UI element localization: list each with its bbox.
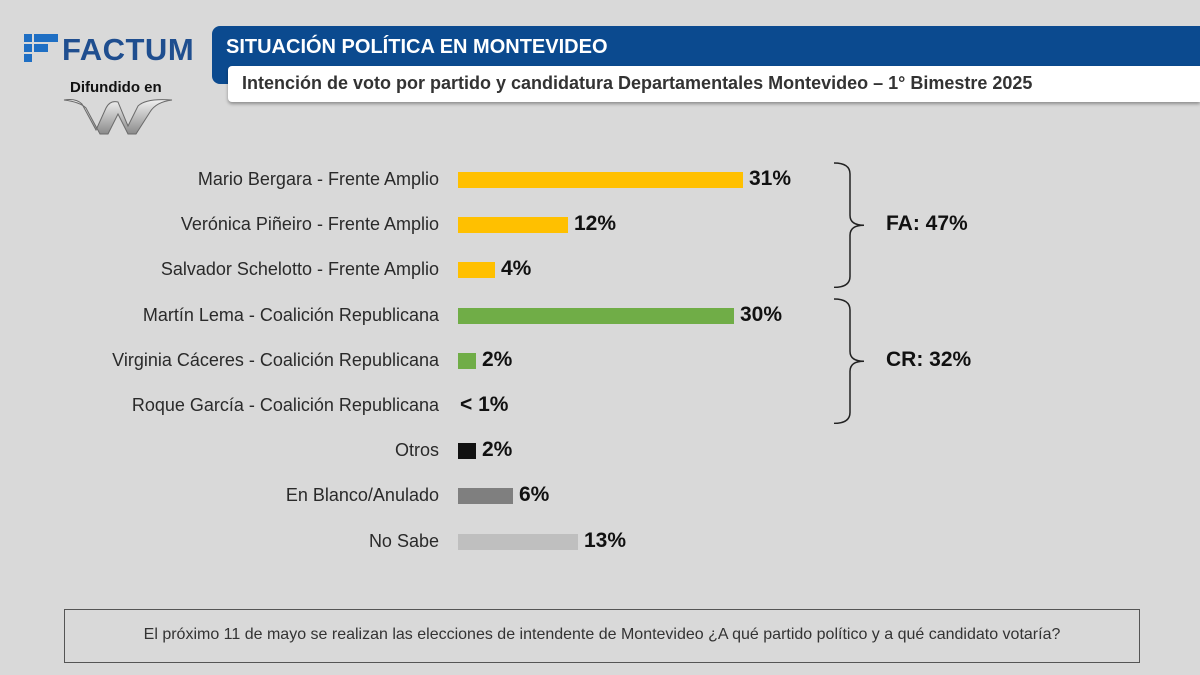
- channel-logo-icon: [63, 99, 173, 135]
- group-brace: [833, 297, 865, 424]
- page-title: SITUACIÓN POLÍTICA EN MONTEVIDEO: [226, 36, 608, 58]
- category-label: Verónica Piñeiro - Frente Amplio: [180, 214, 439, 235]
- factum-mark-icon: [24, 34, 58, 62]
- chart-row: Salvador Schelotto - Frente Amplio 4%: [0, 255, 1200, 285]
- brand-name: FACTUM: [62, 32, 195, 67]
- chart-row: Martín Lema - Coalición Republicana 30%: [0, 301, 1200, 331]
- brace-path: [833, 297, 865, 424]
- chart-row: Mario Bergara - Frente Amplio 31%: [0, 165, 1200, 195]
- category-label: Virginia Cáceres - Coalición Republicana: [112, 349, 439, 370]
- bar: [458, 262, 495, 279]
- factum-logo: FACTUM Difundido en: [22, 30, 202, 140]
- group-total-label: FA: 47%: [886, 212, 968, 236]
- bar: [458, 488, 513, 505]
- value-label: 31%: [749, 167, 792, 190]
- group-brace: [833, 162, 865, 289]
- category-label: Roque García - Coalición Republicana: [131, 395, 439, 415]
- chart-row: Virginia Cáceres - Coalición Republicana…: [0, 346, 1200, 376]
- subtitle-bar: Intención de voto por partido y candidat…: [228, 66, 1200, 102]
- category-label: Martín Lema - Coalición Republicana: [142, 304, 439, 325]
- value-label: 2%: [482, 347, 513, 371]
- chart-row: Verónica Piñeiro - Frente Amplio 12%: [0, 210, 1200, 240]
- spread-label: Difundido en: [70, 79, 162, 96]
- value-label: < 1%: [460, 393, 509, 416]
- category-label: Otros: [394, 440, 439, 461]
- value-label: 6%: [519, 483, 550, 507]
- category-label: Mario Bergara - Frente Amplio: [197, 169, 439, 189]
- bar: [458, 533, 578, 550]
- value-label: 30%: [740, 302, 783, 326]
- category-label: Salvador Schelotto - Frente Amplio: [160, 259, 439, 280]
- bar: [458, 352, 476, 369]
- value-label: 13%: [584, 528, 627, 552]
- value-label: 4%: [501, 257, 532, 281]
- bar: [458, 443, 476, 460]
- category-label: En Blanco/Anulado: [285, 485, 439, 506]
- value-label: 2%: [482, 438, 513, 462]
- value-label: 12%: [574, 212, 617, 236]
- chart-row: En Blanco/Anulado 6%: [0, 481, 1200, 511]
- bar: [458, 307, 734, 324]
- category-label: No Sabe: [368, 530, 439, 551]
- bar: [458, 172, 743, 188]
- survey-question: El próximo 11 de mayo se realizan las el…: [143, 626, 1061, 643]
- chart-row: Otros 2%: [0, 436, 1200, 466]
- page-subtitle: Intención de voto por partido y candidat…: [242, 73, 1033, 93]
- chart-row: No Sabe 13%: [0, 527, 1200, 557]
- brace-path: [833, 162, 865, 289]
- bar: [458, 217, 568, 234]
- question-box: El próximo 11 de mayo se realizan las el…: [64, 609, 1140, 663]
- chart-row: Roque García - Coalición Republicana < 1%: [0, 391, 1200, 421]
- group-total-label: CR: 32%: [886, 347, 972, 371]
